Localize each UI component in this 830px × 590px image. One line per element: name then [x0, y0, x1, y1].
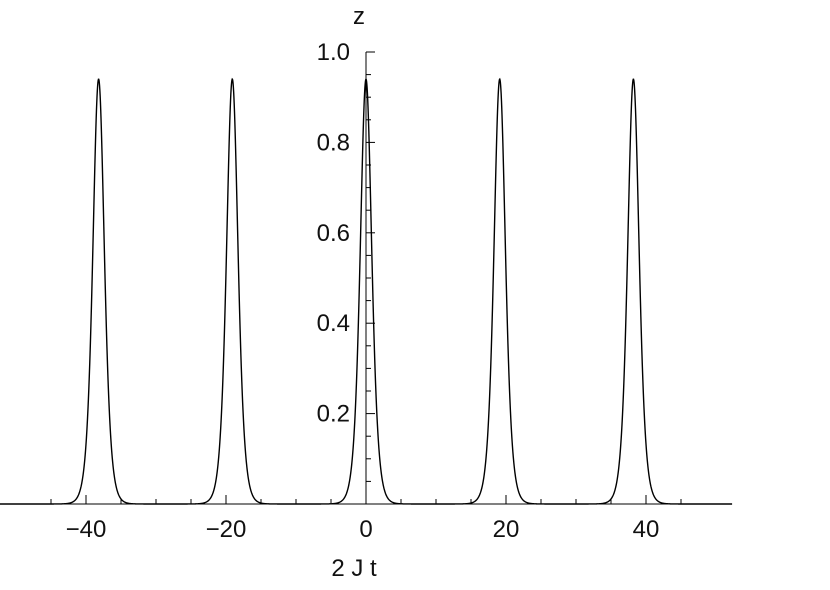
x-tick-label: −40: [66, 516, 107, 543]
y-tick-label: 0.8: [317, 129, 350, 156]
y-tick-label: 0.2: [317, 401, 350, 428]
series-line: [0, 77, 733, 505]
x-tick-label: 0: [359, 516, 372, 543]
x-tick-label: −20: [206, 516, 247, 543]
y-ticks: 0.2 0.4 0.6 0.8 1.0: [317, 39, 375, 428]
x-tick-label: 40: [633, 516, 660, 543]
x-axis-label: 2 J t: [331, 555, 377, 582]
y-tick-label: 1.0: [317, 39, 350, 66]
x-tick-label: 20: [493, 516, 520, 543]
x-ticks: −40 −20 0 20 40: [66, 495, 660, 543]
y-axis-label: z: [353, 3, 365, 30]
y-tick-label: 0.4: [317, 310, 350, 337]
y-tick-label: 0.6: [317, 220, 350, 247]
